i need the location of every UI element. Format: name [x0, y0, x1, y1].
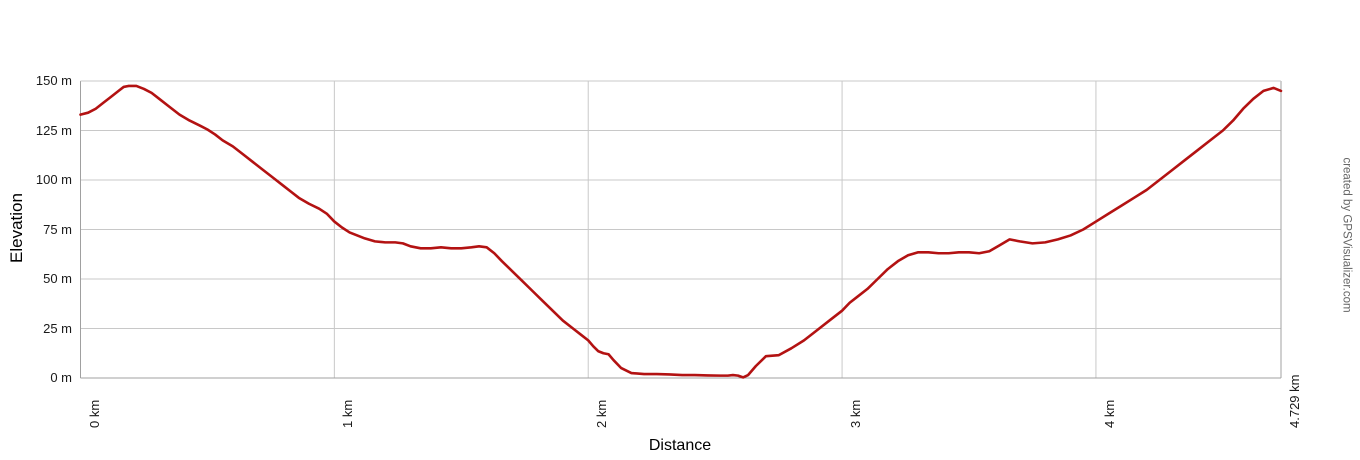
x-tick-label: 2 km	[594, 399, 610, 428]
y-axis-title: Elevation	[2, 158, 32, 298]
x-tick-label: 4.729 km	[1287, 374, 1302, 428]
attribution-credit-text: created by GPSVisualizer.com	[1341, 157, 1353, 313]
y-gridlines	[80, 80, 1281, 329]
y-tick-label: 100 m	[35, 172, 72, 187]
y-tick-label: 25 m	[43, 320, 72, 336]
y-axis-title-text: Elevation	[7, 193, 26, 263]
x-tick-label: 4 km	[1101, 399, 1117, 428]
y-tick-label: 50 m	[43, 271, 72, 286]
elevation-series-line	[79, 84, 1283, 379]
y-tick-label: 125 m	[35, 122, 72, 138]
x-gridlines	[333, 81, 1097, 378]
y-tick-label: 150 m	[35, 73, 72, 88]
attribution-credit: created by GPSVisualizer.com	[1336, 130, 1358, 340]
y-tick-label: 75 m	[43, 221, 72, 237]
x-axis-title: Distance	[648, 437, 712, 454]
x-tick-label: 0 km	[86, 399, 102, 428]
y-tick-label: 0 m	[50, 370, 72, 385]
x-tick-label: 3 km	[848, 399, 864, 428]
x-tick-label: 1 km	[340, 399, 356, 428]
plot-frame	[80, 80, 1282, 379]
